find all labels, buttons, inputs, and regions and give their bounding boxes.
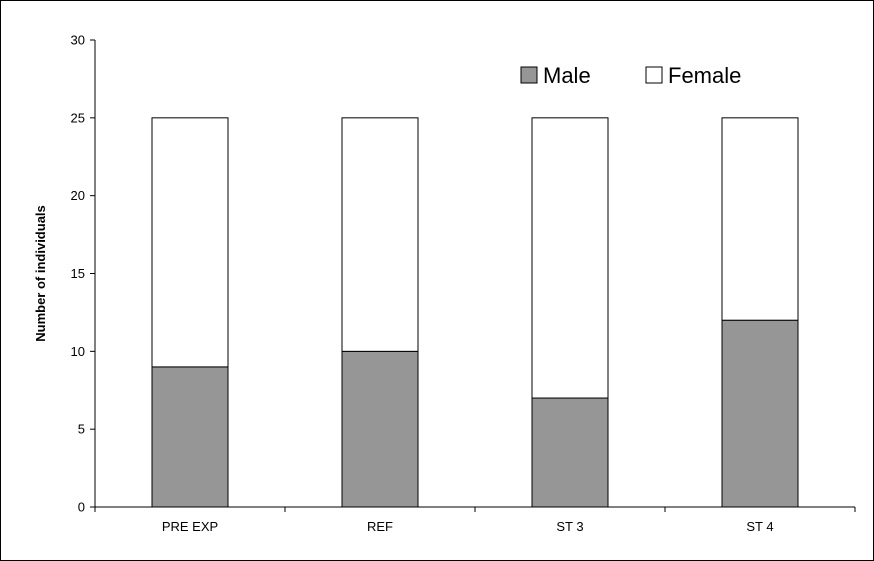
y-tick-label: 30 [71,33,85,48]
y-ticks-group: 0 5 10 15 20 25 30 [71,33,95,515]
bar-male-pre-exp [151,366,229,508]
legend-swatch-male [520,66,538,84]
x-ticks-group: PRE EXP REF ST 3 ST 4 [94,507,856,534]
bar-male-ref [341,350,419,508]
bar-female-st-3 [531,117,609,399]
x-tick-label: PRE EXP [162,519,218,534]
y-tick-label: 10 [71,344,85,359]
y-tick-label: 5 [78,422,85,437]
y-axis-title: Number of individuals [33,205,48,342]
x-tick-label: ST 3 [556,519,583,534]
x-tick-label: ST 4 [746,519,773,534]
bar-male-st-3 [531,397,609,508]
y-tick-label: 15 [71,266,85,281]
y-tick-label: 0 [78,500,85,515]
bar-female-pre-exp [151,117,229,368]
bar-female-st-4 [721,117,799,321]
legend-label-female: Female [668,63,741,88]
y-tick-label: 25 [71,110,85,125]
legend: Male Female [520,63,741,88]
bar-male-st-4 [721,319,799,508]
legend-label-male: Male [543,63,591,88]
legend-swatch-female [645,66,663,84]
bars-group [151,117,799,508]
bar-female-ref [341,117,419,352]
y-tick-label: 20 [71,188,85,203]
x-tick-label: REF [367,519,393,534]
